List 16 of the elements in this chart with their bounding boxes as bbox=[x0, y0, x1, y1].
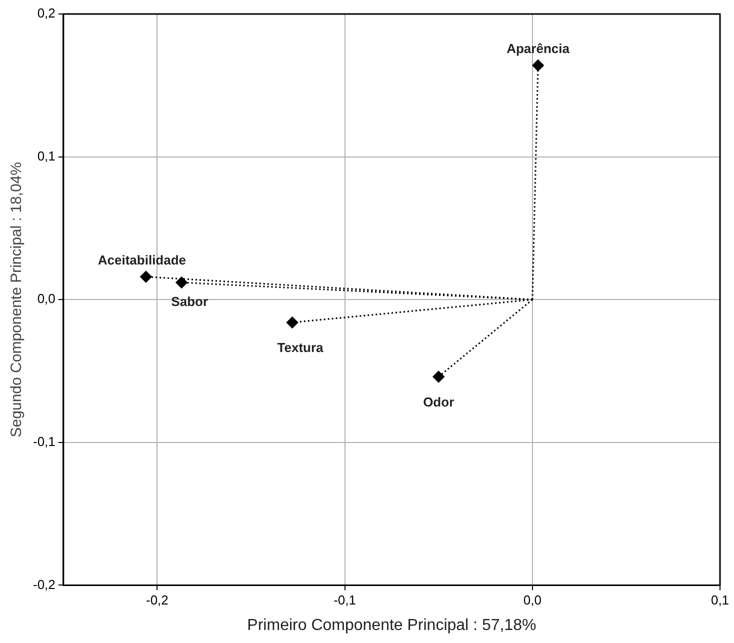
y-tick-label: -0,1 bbox=[32, 434, 56, 449]
series-label: Aceitabilidade bbox=[98, 252, 186, 268]
x-axis-title: Primeiro Componente Principal : 57,18% bbox=[247, 616, 536, 634]
x-tick-label: 0,0 bbox=[523, 592, 542, 608]
y-tick-label: -0,2 bbox=[32, 576, 56, 592]
series-label: Aparência bbox=[506, 40, 570, 56]
y-axis-title: Segundo Componente Principal : 18,04% bbox=[8, 162, 26, 438]
y-tick-label: 0,0 bbox=[37, 291, 56, 306]
series-label: Sabor bbox=[171, 294, 208, 310]
x-tick-label: -0,2 bbox=[146, 592, 168, 608]
x-tick-label: 0,1 bbox=[710, 592, 730, 608]
y-tick-label: 0,2 bbox=[37, 6, 56, 21]
series-label: Textura bbox=[277, 340, 324, 356]
x-tick-label: -0,1 bbox=[334, 592, 356, 608]
y-tick-label: 0,1 bbox=[37, 148, 56, 164]
series-label: Odor bbox=[423, 394, 454, 410]
